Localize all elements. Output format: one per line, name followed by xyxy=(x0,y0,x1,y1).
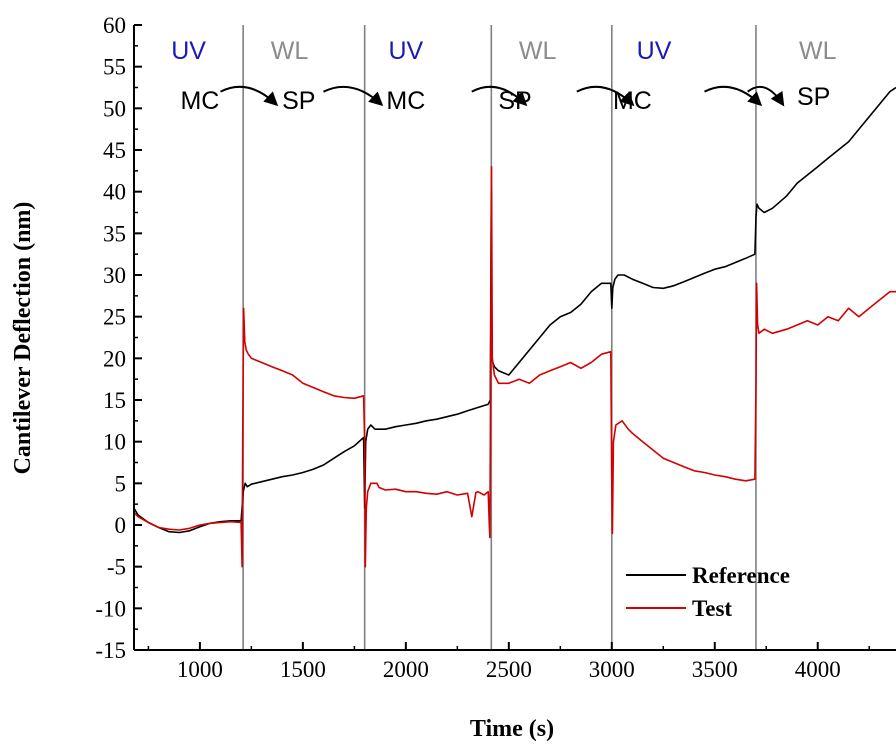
y-tick-label: 55 xyxy=(103,55,126,80)
series-line-reference xyxy=(134,86,896,534)
legend-label-reference: Reference xyxy=(692,563,790,588)
y-tick-label: 0 xyxy=(115,513,127,538)
x-tick-label: 1000 xyxy=(177,657,223,682)
state-label-sp: SP xyxy=(498,87,531,115)
y-axis-title: Cantilever Deflection (nm) xyxy=(10,202,36,475)
x-tick-label: 1500 xyxy=(280,657,326,682)
y-tick-label: 35 xyxy=(103,221,126,246)
x-tick-label: 3000 xyxy=(589,657,635,682)
phase-dividers xyxy=(242,25,757,650)
y-tick-label: 20 xyxy=(103,346,126,371)
phase-label-uv: UV xyxy=(637,37,672,65)
x-axis-title: Time (s) xyxy=(470,716,554,742)
y-tick-label: -10 xyxy=(95,596,126,621)
x-tick-label: 3500 xyxy=(692,657,738,682)
y-tick-label: 45 xyxy=(103,138,126,163)
transition-arrow-1 xyxy=(323,85,384,107)
phase-label-wl: WL xyxy=(271,37,309,65)
y-tick-label: 30 xyxy=(103,263,126,288)
x-tick-label: 2000 xyxy=(383,657,429,682)
phase-label-uv: UV xyxy=(171,37,206,65)
transition-arrow-2 xyxy=(471,85,528,107)
transition-arrow-0 xyxy=(220,85,279,107)
phase-annotations: UV WL UV WL UV WL MC SP MC SP MC SP xyxy=(171,37,836,115)
phase-label-uv: UV xyxy=(388,37,423,65)
x-tick-label: 2500 xyxy=(486,657,532,682)
legend-label-test: Test xyxy=(692,596,732,621)
state-label-sp: SP xyxy=(797,83,830,111)
legend: Reference Test xyxy=(626,563,790,621)
phase-label-wl: WL xyxy=(799,37,837,65)
y-tick-label: 25 xyxy=(103,305,126,330)
phase-label-wl: WL xyxy=(519,37,557,65)
state-label-sp: SP xyxy=(282,87,315,115)
transition-arrow-3 xyxy=(576,85,635,107)
y-tick-label: 10 xyxy=(103,430,126,455)
state-label-mc: MC xyxy=(386,87,425,115)
y-tick-label: -15 xyxy=(95,638,126,663)
x-tick-label: 4000 xyxy=(795,657,841,682)
y-tick-label: -5 xyxy=(107,555,126,580)
series-layer xyxy=(134,86,896,568)
transition-arrow-4 xyxy=(704,85,763,107)
y-tick-label: 40 xyxy=(103,180,126,205)
y-tick-label: 5 xyxy=(115,471,127,496)
state-label-mc: MC xyxy=(180,87,219,115)
transition-arrow-5 xyxy=(747,85,785,107)
x-axis-ticks: 1000 1500 2000 2500 3000 3500 4000 xyxy=(147,642,870,682)
series-line-test xyxy=(134,165,896,568)
y-tick-label: 50 xyxy=(103,96,126,121)
y-tick-label: 60 xyxy=(103,13,126,38)
y-tick-label: 15 xyxy=(103,388,126,413)
state-label-mc: MC xyxy=(613,87,652,115)
